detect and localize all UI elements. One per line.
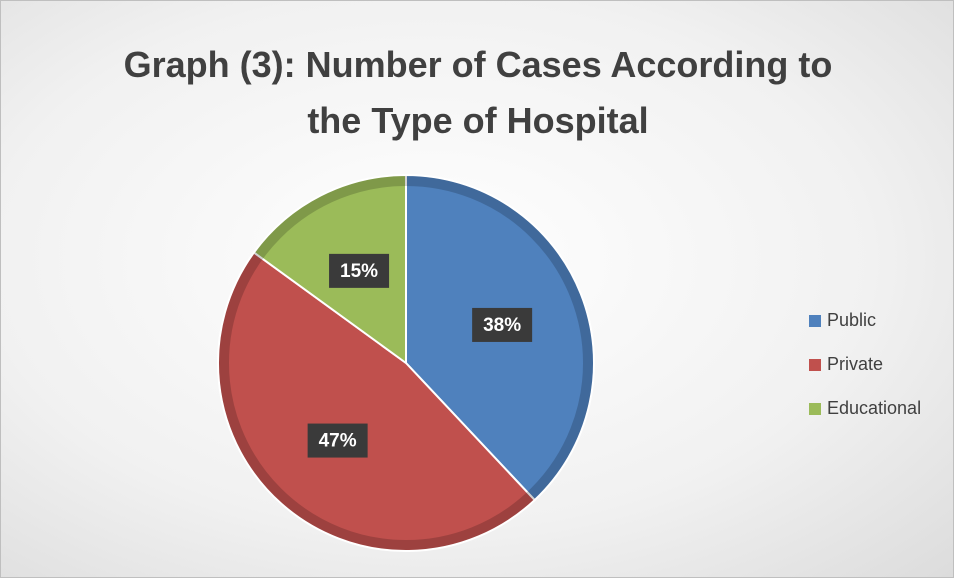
chart-title: Graph (3): Number of Cases According to … — [123, 44, 833, 141]
pie-slice — [217, 251, 537, 552]
legend-swatch — [809, 403, 821, 415]
legend-label: Educational — [827, 398, 921, 418]
legend-label: Private — [827, 354, 883, 374]
value-label-box — [307, 423, 368, 458]
value-label-box — [329, 253, 390, 288]
value-label-box — [472, 307, 533, 342]
legend-label: Public — [827, 310, 876, 330]
value-label: 47% — [319, 431, 357, 452]
value-label: 15% — [340, 261, 378, 282]
value-label: 38% — [483, 315, 521, 336]
legend-swatch — [809, 359, 821, 371]
legend-swatch — [809, 315, 821, 327]
pie-rim — [219, 176, 593, 550]
